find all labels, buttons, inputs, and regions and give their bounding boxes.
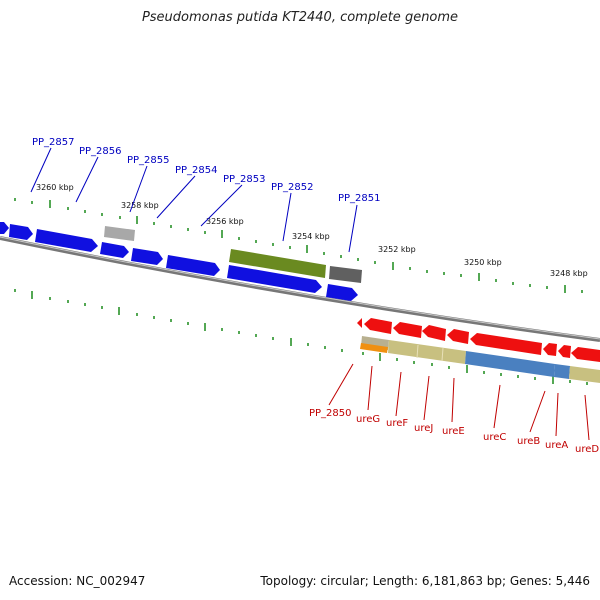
gene-label: PP_2854 (175, 165, 218, 176)
scale-label: 3258 kbp (121, 201, 159, 210)
accession-label: Accession: NC_002947 (9, 574, 146, 588)
feature-block (360, 343, 388, 353)
lower-leaders (328, 363, 590, 441)
gene-arrow (364, 318, 392, 334)
genome-summary: Topology: circular; Length: 6,181,863 bp… (260, 574, 590, 588)
gene-label: ureC (483, 432, 506, 443)
forward-genes (0, 222, 362, 301)
gene-arrow (543, 343, 557, 356)
gene-label: ureE (442, 426, 465, 437)
scale-label: 3260 kbp (36, 183, 74, 192)
genome-backbone-highlight (0, 236, 600, 340)
feature-block (569, 366, 600, 383)
gene-label: PP_2855 (127, 155, 170, 166)
gene-arrow (35, 229, 98, 252)
gene-label: ureB (517, 436, 540, 447)
feature-band (360, 336, 600, 383)
gene-label: ureD (575, 444, 599, 455)
gene-label: PP_2850 (309, 408, 352, 419)
gene-label: PP_2856 (79, 146, 122, 157)
upper-ticks (14, 198, 583, 293)
map-title: Pseudomonas putida KT2440, complete geno… (141, 10, 459, 25)
scale-label: 3254 kbp (292, 232, 330, 241)
gene-arrow (470, 333, 542, 355)
gene-arrow (0, 222, 9, 234)
upper-leaders (30, 147, 358, 253)
gene-label: PP_2851 (338, 193, 381, 204)
feature-block (554, 364, 570, 379)
genome-backbone (0, 236, 600, 342)
gene-arrow (329, 266, 362, 283)
gene-label: ureG (356, 414, 380, 425)
gene-label: PP_2852 (271, 182, 314, 193)
gene-arrow (422, 325, 446, 341)
scale-label: 3248 kbp (550, 269, 588, 278)
gene-arrow (447, 329, 469, 344)
feature-block (465, 351, 555, 377)
gene-arrow (104, 226, 135, 241)
gene-arrow (227, 265, 322, 293)
gene-label: PP_2857 (32, 137, 75, 148)
feature-block (388, 340, 466, 364)
gene-arrow (229, 249, 326, 278)
reverse-genes (357, 318, 600, 362)
gene-arrow (100, 242, 129, 258)
gene-label: ureF (386, 418, 408, 429)
scale-label: 3250 kbp (464, 258, 502, 267)
gene-arrow (571, 347, 600, 362)
gene-arrow (393, 322, 422, 338)
gene-label: PP_2853 (223, 174, 266, 185)
gene-arrow (9, 224, 33, 240)
scale-label: 3252 kbp (378, 245, 416, 254)
gene-arrow (131, 248, 163, 265)
gene-label: ureJ (414, 423, 433, 434)
gene-label: ureA (545, 440, 568, 451)
gene-arrow (326, 284, 358, 301)
gene-arrow (357, 318, 362, 328)
scale-label: 3256 kbp (206, 217, 244, 226)
gene-arrow (166, 255, 220, 276)
gene-arrow (558, 345, 571, 358)
lower-ticks (14, 289, 588, 385)
